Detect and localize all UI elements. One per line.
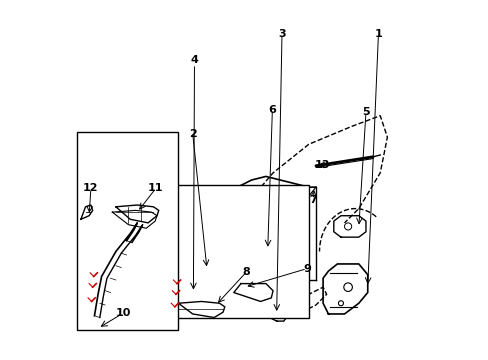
Text: 12: 12	[83, 183, 99, 193]
Text: 10: 10	[115, 308, 130, 318]
Text: 9: 9	[303, 264, 310, 274]
Text: 13: 13	[314, 160, 329, 170]
Text: 7: 7	[309, 195, 317, 204]
Text: 1: 1	[374, 28, 382, 39]
Text: 3: 3	[278, 28, 285, 39]
Bar	[171, 185, 308, 318]
Text: 11: 11	[148, 183, 163, 193]
Text: 8: 8	[242, 267, 250, 277]
Bar	[77, 132, 178, 330]
Text: 2: 2	[188, 129, 196, 139]
Text: 5: 5	[362, 107, 369, 117]
Text: 4: 4	[190, 55, 198, 65]
Text: 6: 6	[268, 105, 276, 115]
